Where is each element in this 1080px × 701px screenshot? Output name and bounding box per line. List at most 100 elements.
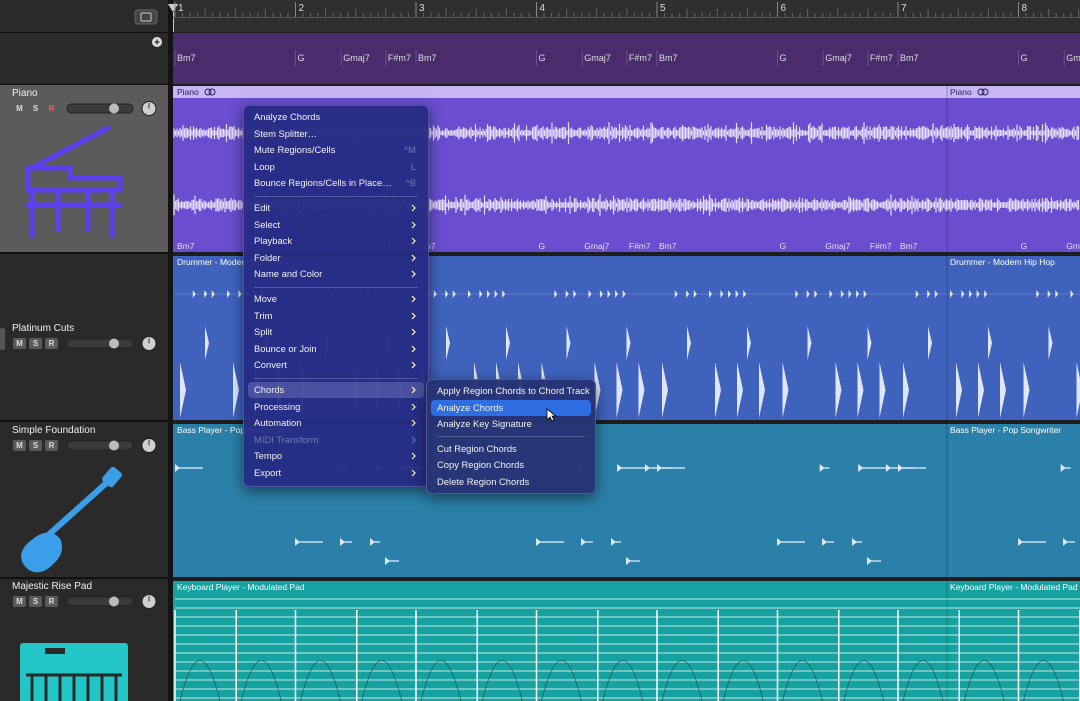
arrow [411,452,416,460]
menu-item-label: Convert [254,359,287,371]
menu-item[interactable]: Apply Region Chords to Chord Track [431,383,591,399]
menu-item[interactable]: Analyze Chords [431,399,591,416]
menu-item-label: Copy Region Chords [437,459,525,471]
menu-item-label: Mute Regions/Cells [254,144,336,156]
drum-hit [626,326,631,360]
pad-curve [1023,660,1064,701]
menu-item[interactable]: Tempo [248,448,424,464]
arrow [411,270,416,278]
menu-item-label: Folder [254,251,281,263]
chord-label: Gmaj7 [825,53,852,63]
arrow [411,403,416,411]
drum-hit [565,290,569,298]
track-button[interactable]: S [29,596,42,607]
drum-hit [1048,326,1053,360]
menu-item[interactable]: Split [248,324,424,340]
drum-hit [175,464,180,472]
arrow [411,295,416,303]
menu-item[interactable]: Bounce Regions/Cells in Place… ^B [248,175,424,191]
menu-item[interactable]: Copy Region Chords [431,457,591,473]
bar-number: 7 [901,3,907,14]
submenu-arrow [411,295,416,303]
loop-icon [208,88,216,96]
drum-hit [1063,538,1068,546]
region-chord-label: Bm7 [177,241,195,251]
menu-item[interactable]: Name and Color [248,266,424,282]
submenu-arrow [411,386,416,394]
menu-item[interactable]: Folder [248,250,424,266]
submenu-arrow [411,221,416,229]
drum-hit [588,290,592,298]
pad-curve [420,660,462,701]
track-button[interactable]: R [45,103,58,114]
arrow [411,419,416,427]
menu-item[interactable]: Analyze Chords [248,109,424,125]
bar-number: 4 [539,3,546,14]
menu-item-label: Cut Region Chords [437,442,517,454]
submenu-arrow [411,312,416,320]
slider-knob [109,440,119,451]
piano-icon [25,125,123,239]
track-button[interactable]: M [13,596,26,607]
drum-hit [1047,290,1051,298]
drum-hit [674,290,678,298]
menu-item-label: Edit [254,202,271,213]
drum-hit [829,290,833,298]
track-name: Platinum Cuts [12,323,75,334]
menu-item[interactable]: Convert [248,357,424,373]
drum-hit [782,362,789,418]
menu-item[interactable]: Mute Regions/Cells ^M [248,142,424,158]
menu-item[interactable]: Trim [248,308,424,324]
drum-hit [858,464,864,472]
drum-hit [536,538,541,546]
track-button[interactable]: M [13,338,26,349]
menu-item[interactable]: Export [248,465,424,481]
menu-item[interactable]: Chords [248,382,424,398]
menu-item[interactable]: Move [248,291,424,307]
menu-item[interactable]: Loop L [248,159,424,175]
track-button[interactable]: R [45,596,58,607]
chord-label: F#m7 [869,53,893,63]
bar-number: 2 [298,3,305,14]
menu-item[interactable]: Cut Region Chords [431,441,591,457]
loop-icon [981,88,989,96]
pad-curve [300,660,341,701]
menu-item[interactable]: Bounce or Join [248,341,424,357]
menu-item[interactable]: Processing [248,399,424,415]
drag-handle [0,328,5,350]
bar-number: 6 [780,3,787,14]
menu-item[interactable]: Select [248,217,424,233]
menu-item[interactable]: Stem Splitter… [248,126,424,142]
drum-hit [903,362,909,418]
drum-hit [638,362,645,418]
track-button[interactable]: S [29,103,42,114]
drum-hit [445,290,449,298]
menu-item[interactable]: Automation [248,415,424,431]
chord-label: G [538,53,546,63]
drum-hit [759,362,765,418]
track-button[interactable]: M [13,440,26,451]
menu-item[interactable]: Edit [248,200,424,216]
drum-hit [807,326,812,360]
drum-hit [1023,362,1030,418]
drum-hit [848,290,852,298]
track-button[interactable]: M [13,103,26,114]
guitar-head [102,466,122,488]
menu-item[interactable]: Delete Region Chords [431,474,591,490]
drum-hit [984,290,988,298]
track-button[interactable]: R [45,440,58,451]
menu-item[interactable]: Analyze Key Signature [431,416,591,432]
submenu-arrow [411,270,416,278]
drum-hit [615,290,619,298]
slider-knob [109,103,119,114]
track-button[interactable]: R [45,338,58,349]
add-track-button[interactable] [134,9,158,25]
chord-label: Gmaj7 [1066,53,1080,63]
menu-item: MIDI Transform [248,432,424,448]
track-button[interactable]: S [29,440,42,451]
drum-hit [728,290,731,298]
track-button[interactable]: S [29,338,42,349]
menu-item[interactable]: Playback [248,233,424,249]
drum-hit [1018,538,1023,546]
